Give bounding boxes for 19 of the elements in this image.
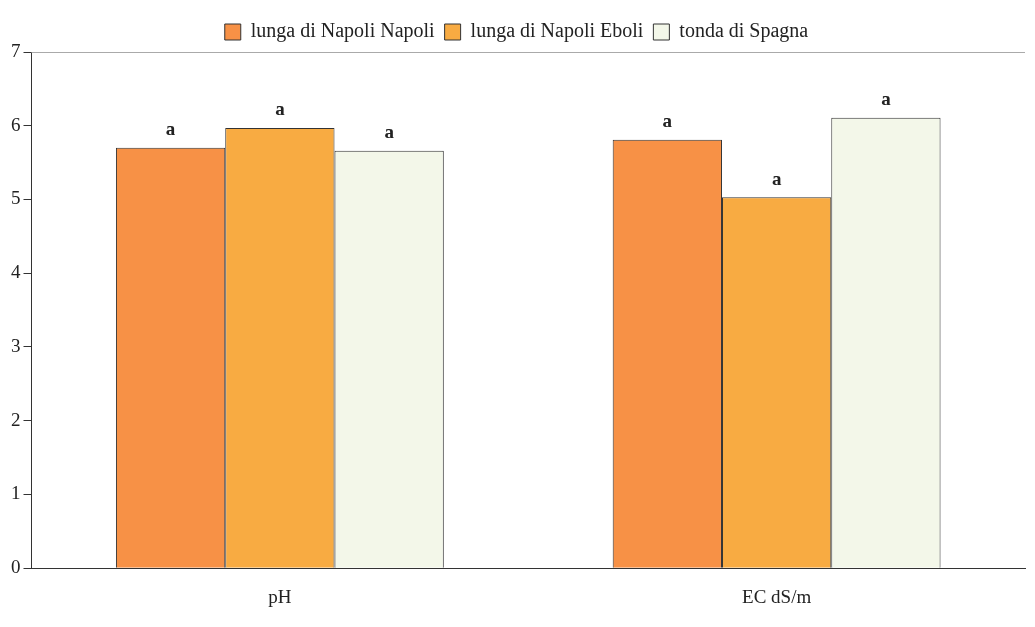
y-tick-label: 1 — [11, 482, 21, 504]
data-label: a — [771, 167, 782, 189]
data-label: a — [384, 121, 395, 143]
y-tick-label: 7 — [11, 39, 21, 61]
data-label: a — [165, 118, 176, 140]
y-tick-label: 3 — [11, 334, 21, 356]
data-label: a — [881, 88, 892, 110]
y-tick-label: 0 — [11, 556, 21, 578]
y-tick-label: 5 — [11, 187, 21, 209]
y-tick-label: 2 — [11, 408, 21, 430]
y-tick-label: 4 — [11, 261, 21, 283]
legend-label: lunga di Napoli Eboli — [470, 19, 644, 43]
x-tick-label: pH — [268, 585, 292, 607]
legend-label: lunga di Napoli Napoli — [250, 19, 436, 43]
y-tick-label: 6 — [11, 113, 21, 135]
x-tick-label: EC dS/m — [742, 585, 812, 607]
legend-label: tonda di Spagna — [679, 19, 809, 43]
data-label: a — [275, 98, 286, 120]
data-label: a — [662, 110, 673, 132]
